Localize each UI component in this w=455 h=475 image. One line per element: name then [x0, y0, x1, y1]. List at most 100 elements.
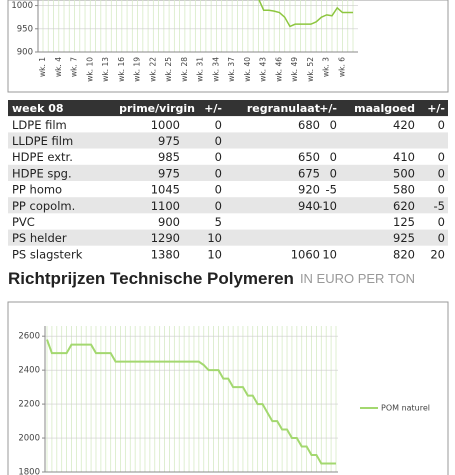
x-tick-label: wk. 22: [148, 57, 157, 82]
table-cell: PP homo: [12, 183, 62, 197]
table-header-cell: regranulaat: [247, 102, 320, 115]
table-cell: 0: [438, 183, 445, 197]
x-tick-label: wk. 49: [290, 57, 299, 82]
table-cell: 940: [298, 199, 320, 213]
table-row-bg: [8, 148, 448, 165]
table-cell: 0: [215, 150, 222, 164]
x-tick-label: wk. 31: [196, 57, 205, 82]
y-tick-label: 900: [17, 48, 33, 58]
table-header-cell: +/-: [427, 102, 445, 115]
top-chart-frame: [7, 0, 449, 93]
heading-subtitle: IN EURO PER TON: [300, 271, 415, 286]
table-cell: HDPE extr.: [12, 150, 73, 164]
table-cell: 5: [215, 215, 222, 229]
x-tick-label: wk. 13: [101, 57, 110, 82]
table-row-bg: [8, 116, 448, 133]
table-cell: 620: [393, 199, 415, 213]
table-cell: 0: [215, 118, 222, 132]
table-cell: 10: [207, 247, 222, 261]
table-row-bg: [8, 213, 448, 230]
table-cell: 0: [215, 183, 222, 197]
heading-title: Richtprijzen Technische Polymeren: [8, 269, 294, 288]
table-cell: 410: [393, 150, 415, 164]
table-row-bg: [8, 164, 448, 181]
table-cell: 0: [438, 231, 445, 245]
table-cell: 0: [215, 199, 222, 213]
table-cell: 1380: [151, 247, 180, 261]
table-cell: -5: [434, 199, 445, 213]
table-cell: 0: [330, 166, 337, 180]
table-header-cell: prime/virgin: [119, 102, 195, 115]
table-cell: 20: [430, 247, 445, 261]
data-line: [46, 339, 336, 465]
x-tick-label: wk. 7: [70, 57, 79, 77]
table-cell: 10: [207, 231, 222, 245]
table-row-bg: [8, 132, 448, 149]
x-tick-label: wk. 37: [227, 57, 236, 82]
y-tick-label: 1000: [11, 1, 33, 11]
table-cell: HDPE spg.: [12, 166, 72, 180]
table-cell: 0: [215, 166, 222, 180]
table-cell: 1000: [151, 118, 180, 132]
table-cell: PS helder: [12, 231, 67, 245]
table-cell: LLDPE film: [12, 134, 73, 148]
table-cell: 420: [393, 118, 415, 132]
bottom-chart-frame: [7, 301, 449, 475]
table-row-bg: [8, 245, 448, 262]
y-tick-label: 2600: [18, 332, 40, 342]
table-cell: 920: [298, 183, 320, 197]
y-tick-label: 2000: [18, 434, 40, 444]
table-header-cell: week 08: [12, 102, 64, 115]
table-cell: 1060: [291, 247, 320, 261]
x-tick-label: wk. 1: [38, 57, 47, 77]
table-cell: 0: [438, 118, 445, 132]
x-tick-label: wk. 16: [117, 57, 126, 82]
x-tick-label: wk. 4: [54, 57, 63, 77]
table-cell: 10: [322, 247, 337, 261]
data-line: [258, 0, 353, 28]
table-cell: 580: [393, 183, 415, 197]
table-header-bg: [8, 100, 448, 117]
table-cell: 0: [330, 150, 337, 164]
table-cell: 0: [438, 150, 445, 164]
x-tick-label: wk. 25: [164, 57, 173, 82]
table-row-bg: [8, 229, 448, 246]
table-cell: 925: [393, 231, 415, 245]
table-cell: 900: [158, 215, 180, 229]
x-tick-label: wk. 6: [337, 57, 346, 77]
x-tick-label: wk. 52: [306, 57, 315, 82]
table-cell: 975: [158, 134, 180, 148]
table-cell: PS slagsterk: [12, 247, 83, 261]
table-cell: -5: [326, 183, 337, 197]
table-cell: 650: [298, 150, 320, 164]
x-tick-label: wk. 19: [133, 57, 142, 82]
x-tick-label: wk. 28: [180, 57, 189, 82]
table-cell: 1100: [151, 199, 180, 213]
x-tick-label: wk. 10: [85, 57, 94, 82]
table-cell: 675: [298, 166, 320, 180]
table-cell: 0: [438, 166, 445, 180]
table-cell: 975: [158, 166, 180, 180]
table-cell: LDPE film: [12, 118, 67, 132]
table-cell: 0: [438, 215, 445, 229]
table-cell: 1290: [151, 231, 180, 245]
table-cell: 1045: [151, 183, 180, 197]
table-row-bg: [8, 197, 448, 214]
y-tick-label: 1800: [18, 468, 40, 475]
table-header-cell: maalgoed: [354, 102, 415, 115]
x-tick-label: wk. 46: [274, 57, 283, 82]
y-tick-label: 950: [17, 24, 33, 34]
table-cell: -10: [318, 199, 337, 213]
y-tick-label: 2400: [18, 366, 40, 376]
x-tick-label: wk. 34: [211, 57, 220, 82]
heading: Richtprijzen Technische Polymeren IN EURO…: [8, 269, 415, 288]
y-tick-label: 2200: [18, 400, 40, 410]
table-cell: PP copolm.: [12, 199, 75, 213]
x-tick-label: wk. 43: [259, 57, 268, 82]
table-cell: 125: [393, 215, 415, 229]
table-cell: 820: [393, 247, 415, 261]
table-header-cell: +/-: [204, 102, 222, 115]
table-cell: PVC: [12, 215, 35, 229]
table-cell: 680: [298, 118, 320, 132]
